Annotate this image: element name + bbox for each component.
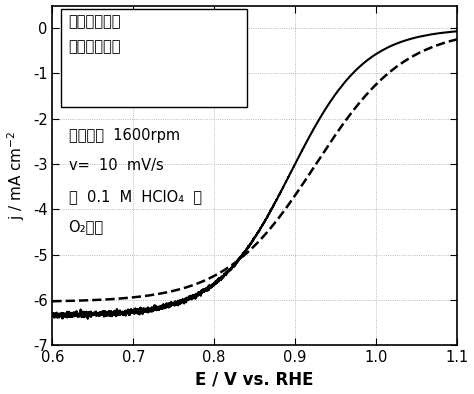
Bar bbox=[61, 9, 246, 108]
X-axis label: E / V vs. RHE: E / V vs. RHE bbox=[195, 370, 314, 388]
Text: 电极旋转  1600rpm: 电极旋转 1600rpm bbox=[69, 128, 180, 143]
Y-axis label: j / mA cm$^{-2}$: j / mA cm$^{-2}$ bbox=[6, 130, 27, 220]
Text: 实线：浸渏后: 实线：浸渏后 bbox=[69, 39, 121, 54]
Text: O₂气氛: O₂气氛 bbox=[69, 219, 104, 234]
Text: 在  0.1  M  HClO₄  中: 在 0.1 M HClO₄ 中 bbox=[69, 189, 201, 204]
Text: v=  10  mV/s: v= 10 mV/s bbox=[69, 158, 164, 173]
Text: 虚线：浸渏前: 虚线：浸渏前 bbox=[69, 14, 121, 29]
